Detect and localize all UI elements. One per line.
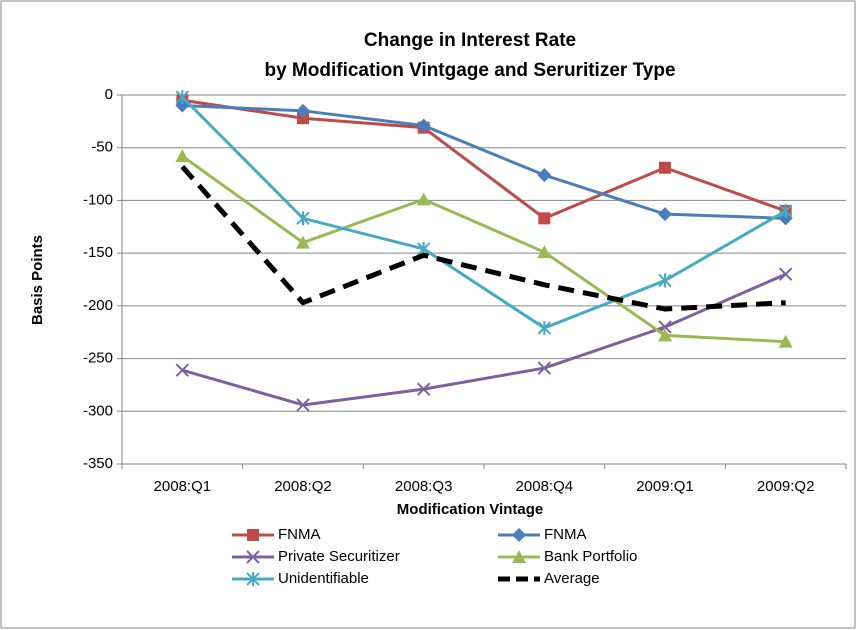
chart-title: by Modification Vintgage and Seruritizer… [264, 60, 675, 81]
marker [296, 103, 310, 118]
series-line [181, 272, 787, 407]
x-tick-label: 2008:Q3 [395, 478, 453, 495]
marker [246, 572, 260, 586]
y-tick-label: -350 [83, 455, 113, 472]
x-tick-label: 2009:Q2 [757, 478, 815, 495]
legend-item: Unidentifiable [232, 570, 369, 587]
legend-item: Bank Portfolio [498, 548, 637, 565]
x-tick-label: 2008:Q1 [154, 478, 212, 495]
marker [297, 112, 309, 125]
y-axis-title: Basis Points [29, 235, 46, 325]
x-tick-label: 2009:Q1 [636, 478, 694, 495]
series-line [181, 154, 786, 344]
legend-label: Bank Portfolio [544, 548, 637, 565]
series-line [182, 98, 787, 220]
marker [416, 382, 431, 396]
series-line [182, 104, 786, 220]
legend-item: FNMA [498, 526, 587, 543]
marker [175, 90, 190, 105]
marker [416, 192, 431, 206]
marker [512, 550, 526, 563]
x-axis-title: Modification Vintage [397, 501, 543, 518]
x-tick-label: 2008:Q2 [274, 478, 332, 495]
marker [658, 328, 672, 342]
marker [658, 273, 672, 288]
marker [246, 550, 260, 564]
marker [247, 529, 259, 541]
legend-label: FNMA [278, 526, 321, 543]
marker [538, 212, 551, 225]
marker [512, 528, 526, 542]
marker [778, 203, 793, 218]
chart-title: Change in Interest Rate [364, 30, 576, 51]
marker [537, 245, 552, 259]
marker [658, 207, 672, 222]
y-tick-label: 0 [105, 86, 113, 103]
y-tick-label: -200 [83, 297, 113, 314]
marker [296, 211, 310, 226]
y-tick-label: -250 [83, 350, 113, 367]
legend-item: Average [498, 570, 600, 587]
y-tick-label: -300 [83, 402, 113, 419]
marker [175, 149, 190, 163]
y-tick-label: -50 [91, 139, 113, 156]
marker [537, 361, 552, 375]
legend-label: FNMA [544, 526, 587, 543]
marker [778, 267, 793, 281]
x-tick-label: 2008:Q4 [516, 478, 574, 495]
marker [537, 168, 552, 183]
marker [296, 398, 310, 412]
y-tick-label: -150 [83, 244, 113, 261]
marker [416, 118, 431, 133]
y-tick-label: -100 [83, 191, 113, 208]
marker [537, 320, 552, 335]
marker [175, 363, 190, 377]
marker [659, 161, 671, 174]
legend-label: Average [544, 570, 600, 587]
legend-label: Private Securitizer [278, 548, 400, 565]
marker [296, 235, 310, 249]
legend-item: FNMA [232, 526, 321, 543]
series-line [181, 96, 787, 330]
legend-label: Unidentifiable [278, 570, 369, 587]
legend-item: Private Securitizer [232, 548, 400, 565]
marker [778, 334, 793, 348]
series-line [180, 165, 786, 312]
